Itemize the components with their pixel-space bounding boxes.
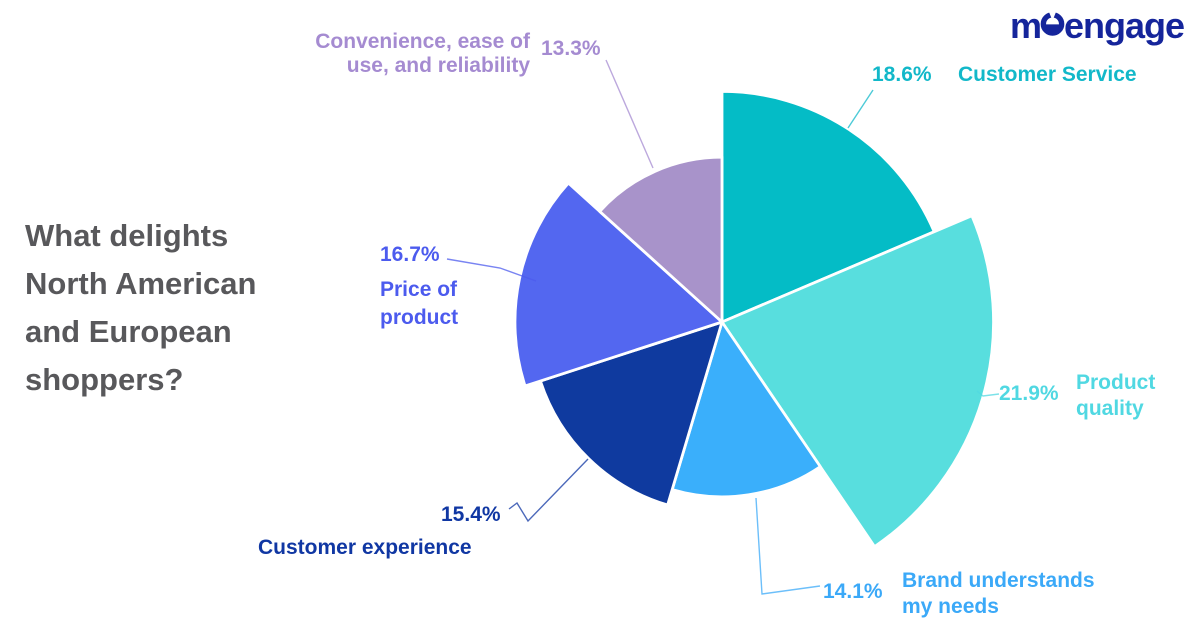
- leader-line-product-quality: [976, 390, 1000, 397]
- customer-service-label: Customer Service: [958, 63, 1137, 86]
- chart-title-line: shoppers?: [25, 362, 184, 397]
- price-of-product-pct: 16.7%: [380, 243, 440, 266]
- customer-experience-label: Customer experience: [258, 536, 472, 559]
- chart-title-line: What delights: [25, 218, 229, 253]
- logo-text-prefix: m: [1009, 5, 1042, 46]
- pie-slice-product-quality: [720, 214, 995, 548]
- chart-title-line: North American: [25, 266, 257, 301]
- brand-understands-label-line: Brand understands: [902, 569, 1095, 592]
- product-quality-label-line: quality: [1076, 397, 1144, 420]
- pie-slice-customer-service: [720, 90, 936, 324]
- brand-understands-label-line: my needs: [902, 595, 999, 618]
- leader-line-customer-experience: [508, 458, 589, 523]
- leader-line-convenience: [605, 59, 654, 169]
- price-of-product-label-line: product: [380, 306, 459, 329]
- convenience-label: Convenience, ease of use, and reliabilit…: [268, 30, 530, 78]
- product-quality-pct: 21.9%: [999, 382, 1059, 405]
- price-of-product-label: Price of product: [380, 276, 458, 332]
- leader-line-brand-understands: [755, 497, 821, 595]
- brand-understands-label: Brand understands my needs: [902, 568, 1095, 620]
- logo-eye-icon: [1040, 10, 1065, 36]
- leader-line-price-of-product: [446, 258, 537, 282]
- customer-service-pct: 18.6%: [872, 63, 932, 86]
- pie-slice-price-of-product: [513, 181, 724, 388]
- customer-experience-pct: 15.4%: [441, 503, 501, 526]
- convenience-label-line: Convenience, ease of: [315, 30, 530, 53]
- pie-slice-convenience-ease-of-use-and-reliability: [598, 155, 724, 324]
- moengage-logo: m engage: [1009, 5, 1185, 46]
- product-quality-label: Product quality: [1076, 370, 1155, 422]
- pie-slice-customer-experience: [539, 320, 724, 507]
- brand-understands-pct: 14.1%: [823, 580, 883, 603]
- price-of-product-label-line: Price of: [380, 278, 458, 301]
- convenience-label-line: use, and reliability: [346, 54, 530, 77]
- chart-title: What delights North American and Europea…: [25, 212, 256, 404]
- product-quality-label-line: Product: [1076, 371, 1156, 394]
- leader-line-customer-service: [847, 89, 874, 129]
- logo-text-suffix: engage: [1063, 5, 1185, 46]
- chart-title-line: and European: [25, 314, 232, 349]
- convenience-pct: 13.3%: [541, 37, 601, 60]
